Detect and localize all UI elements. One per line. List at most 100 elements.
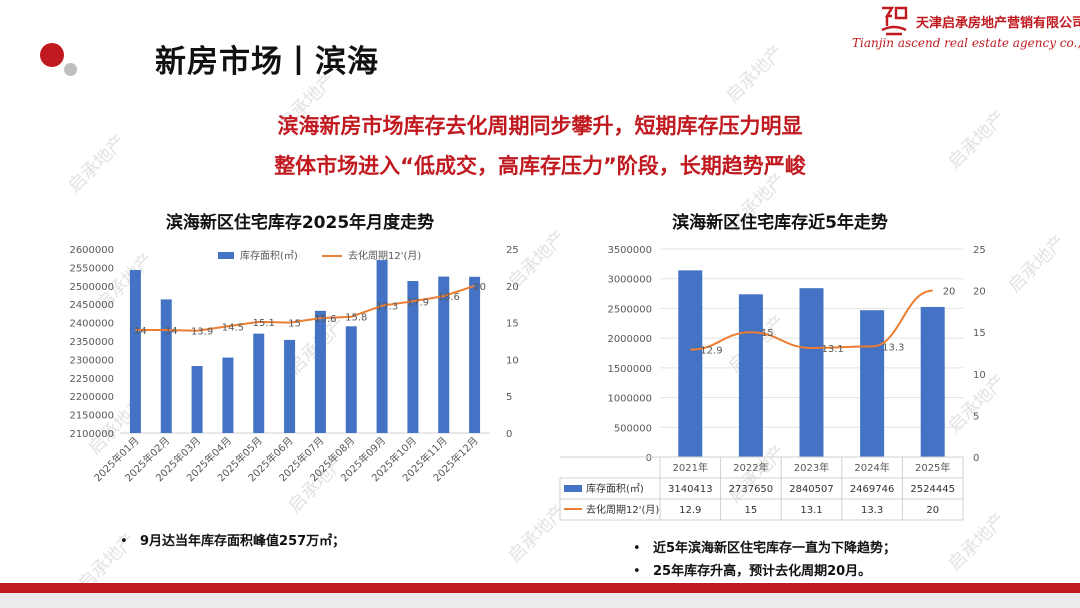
page-title: 新房市场丨滨海 [155, 44, 379, 80]
legend-label: 去化周期12'(月) [586, 503, 659, 516]
note-text: 25年库存升高，预计去化周期20月。 [653, 564, 872, 579]
bar [191, 366, 203, 433]
company-name: 天津启承房地产营销有限公司 [916, 16, 1080, 31]
data-label: 18.6 [438, 292, 460, 303]
y-tick-right: 0 [973, 453, 979, 464]
bar [376, 260, 388, 433]
data-label: 14 [134, 326, 147, 337]
y-tick-left: 2150000 [69, 411, 114, 422]
data-label: 20 [943, 287, 956, 298]
data-label: 15 [288, 319, 301, 330]
y-tick-right: 15 [506, 319, 519, 330]
footer-band [0, 593, 1080, 608]
legend-label: 库存面积(㎡) [240, 249, 298, 262]
y-tick-right: 10 [506, 355, 519, 366]
bullet: • [120, 534, 128, 549]
data-label: 15.8 [345, 313, 367, 324]
y-tick-left: 1500000 [607, 364, 652, 375]
y-tick-right: 5 [973, 411, 979, 422]
y-tick-left: 2600000 [69, 245, 114, 256]
table-cell: 12.9 [679, 505, 701, 516]
bar [860, 310, 885, 457]
x-tick-label: 2025年 [915, 461, 950, 474]
bar [799, 288, 824, 457]
y-tick-right: 20 [973, 287, 986, 298]
y-tick-left: 2500000 [69, 282, 114, 293]
note-right-1: • 近5年滨海新区住宅库存一直为下降趋势； [633, 537, 896, 556]
bar [407, 281, 419, 433]
x-tick-label: 2023年 [794, 461, 829, 474]
data-label: 17.9 [407, 297, 429, 308]
bullet: • [633, 541, 641, 556]
bar [284, 339, 296, 433]
bar [314, 310, 326, 433]
y-tick-right: 20 [506, 282, 519, 293]
headline-2: 整体市场进入“低成交，高库存压力”阶段，长期趋势严峻 [274, 154, 806, 178]
x-tick-label: 2022年 [733, 461, 768, 474]
y-tick-left: 2300000 [69, 355, 114, 366]
legend-bar-swatch [564, 485, 582, 492]
bar [222, 357, 234, 433]
y-tick-right: 0 [506, 429, 512, 440]
bullet: • [633, 564, 641, 579]
y-tick-right: 10 [973, 370, 986, 381]
data-label: 15 [761, 328, 774, 339]
note-right-2: • 25年库存升高，预计去化周期20月。 [633, 560, 871, 579]
footer-bar [0, 583, 1080, 593]
note-left-1: • 9月达当年库存面积峰值257万㎡； [120, 530, 345, 549]
y-tick-left: 500000 [614, 423, 652, 434]
legend-label: 库存面积(㎡) [586, 482, 644, 495]
y-tick-right: 25 [973, 245, 986, 256]
bar [738, 294, 763, 457]
bar [129, 269, 141, 433]
data-label: 15.6 [314, 314, 336, 325]
table-cell: 15 [745, 505, 758, 516]
data-label: 20 [473, 282, 486, 293]
bar [920, 306, 945, 457]
bar [160, 299, 172, 433]
y-tick-left: 2250000 [69, 374, 114, 385]
y-tick-left: 2500000 [607, 304, 652, 315]
table-cell: 2840507 [789, 484, 834, 495]
table-cell: 20 [926, 505, 939, 516]
bar [438, 276, 450, 433]
y-tick-left: 2100000 [69, 429, 114, 440]
bar [345, 326, 357, 433]
x-tick-label: 2024年 [854, 461, 889, 474]
data-label: 14 [165, 326, 178, 337]
data-label: 15.1 [253, 318, 275, 329]
data-label: 13.3 [882, 342, 904, 353]
table-cell: 2524445 [910, 484, 955, 495]
note-text: 近5年滨海新区住宅库存一直为下降趋势； [653, 541, 897, 556]
y-tick-left: 1000000 [607, 394, 652, 405]
y-tick-right: 25 [506, 245, 519, 256]
data-label: 17.3 [376, 302, 398, 313]
legend-bar-swatch [218, 252, 234, 259]
y-tick-left: 2450000 [69, 300, 114, 311]
y-tick-left: 2200000 [69, 392, 114, 403]
table-cell: 13.3 [861, 505, 883, 516]
series-line [135, 284, 475, 332]
company-name-en: Tianjin ascend real estate agency co., L… [852, 36, 1080, 50]
x-tick-label: 2021年 [673, 461, 708, 474]
legend-label: 去化周期12'(月) [348, 249, 421, 262]
bar [253, 333, 265, 433]
note-text: 9月达当年库存面积峰值257万㎡； [140, 534, 346, 549]
y-tick-left: 2550000 [69, 263, 114, 274]
chart-title-monthly: 滨海新区住宅库存2025年月度走势 [165, 213, 435, 233]
y-tick-left: 3000000 [607, 275, 652, 286]
y-tick-left: 2000000 [607, 334, 652, 345]
y-tick-left: 3500000 [607, 245, 652, 256]
data-label: 13.9 [191, 327, 213, 338]
headline-1: 滨海新房市场库存去化周期同步攀升，短期库存压力明显 [277, 114, 803, 138]
decor-dot-red [40, 43, 64, 67]
bar [469, 276, 481, 433]
data-label: 13.1 [822, 344, 844, 355]
y-tick-left: 0 [646, 453, 652, 464]
table-cell: 3140413 [668, 484, 713, 495]
data-label: 14.5 [222, 322, 244, 333]
company-logo-icon [881, 6, 908, 36]
bar [678, 270, 703, 457]
